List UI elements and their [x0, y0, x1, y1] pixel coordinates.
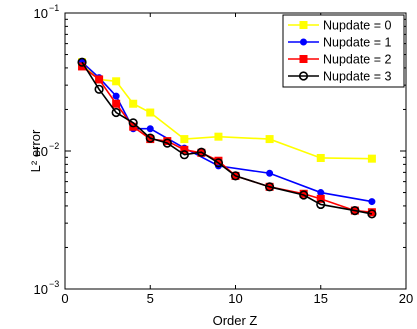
data-point [317, 189, 325, 197]
legend-swatch-marker [300, 38, 307, 46]
series-line [81, 65, 372, 214]
data-point [95, 75, 104, 84]
data-point [94, 84, 104, 94]
data-point [367, 154, 376, 163]
y-tick-exponent: −2 [49, 141, 59, 151]
legend-entry: Nupdate = 1 [288, 36, 392, 50]
data-point [146, 108, 155, 117]
data-point [112, 77, 121, 86]
data-point [129, 99, 138, 108]
y-tick-label: 10 [34, 6, 48, 21]
data-point [316, 153, 325, 162]
series-layer [77, 57, 377, 219]
x-tick-label: 10 [228, 291, 242, 306]
legend: Nupdate = 0 Nupdate = 1 Nupdate = 2 Nupdate… [282, 14, 405, 88]
legend-label: Nupdate = 3 [323, 70, 392, 84]
series-line [81, 61, 373, 215]
data-point [367, 209, 377, 219]
data-point [146, 125, 154, 133]
data-point [112, 92, 120, 100]
x-axis-label: Order Z [213, 313, 258, 328]
legend-label: Nupdate = 1 [323, 36, 392, 50]
data-point [266, 169, 274, 177]
legend-entry: Nupdate = 2 [288, 53, 392, 67]
data-point [196, 147, 206, 157]
series [77, 57, 377, 219]
legend-entry: Nupdate = 3 [288, 70, 392, 84]
x-tick-label: 15 [314, 291, 328, 306]
data-point [111, 107, 121, 118]
data-point [162, 138, 172, 148]
data-point [350, 205, 360, 216]
x-tick-label: 20 [399, 291, 413, 306]
series [78, 58, 376, 163]
data-point [180, 145, 189, 154]
data-point [180, 135, 189, 144]
y-tick-exponent: −1 [49, 3, 59, 13]
legend-swatch-marker [298, 71, 309, 81]
data-point [128, 118, 138, 128]
data-point [368, 198, 376, 206]
series-line [81, 61, 372, 160]
data-point [213, 158, 224, 168]
data-point [265, 182, 275, 192]
data-point [316, 199, 326, 210]
data-point [145, 133, 155, 143]
legend-swatch-marker [299, 55, 308, 63]
x-tick-label: 0 [61, 291, 68, 306]
data-point [179, 150, 189, 160]
x-tick-label: 5 [147, 291, 154, 306]
data-point [77, 57, 87, 67]
data-point [299, 190, 309, 200]
legend-entry: Nupdate = 0 [288, 19, 392, 33]
y-tick-label: 10 [34, 144, 48, 159]
legend-swatch-marker [299, 21, 308, 29]
y-axis-label: L² error [28, 129, 43, 172]
y-tick-exponent: −3 [49, 279, 59, 289]
data-point [214, 132, 223, 141]
y-tick-label: 10 [34, 282, 48, 297]
data-point [112, 99, 121, 108]
legend-label: Nupdate = 0 [323, 19, 392, 33]
data-point [230, 171, 241, 181]
legend-label: Nupdate = 2 [323, 53, 392, 67]
data-point [316, 194, 325, 203]
data-point [265, 135, 274, 144]
